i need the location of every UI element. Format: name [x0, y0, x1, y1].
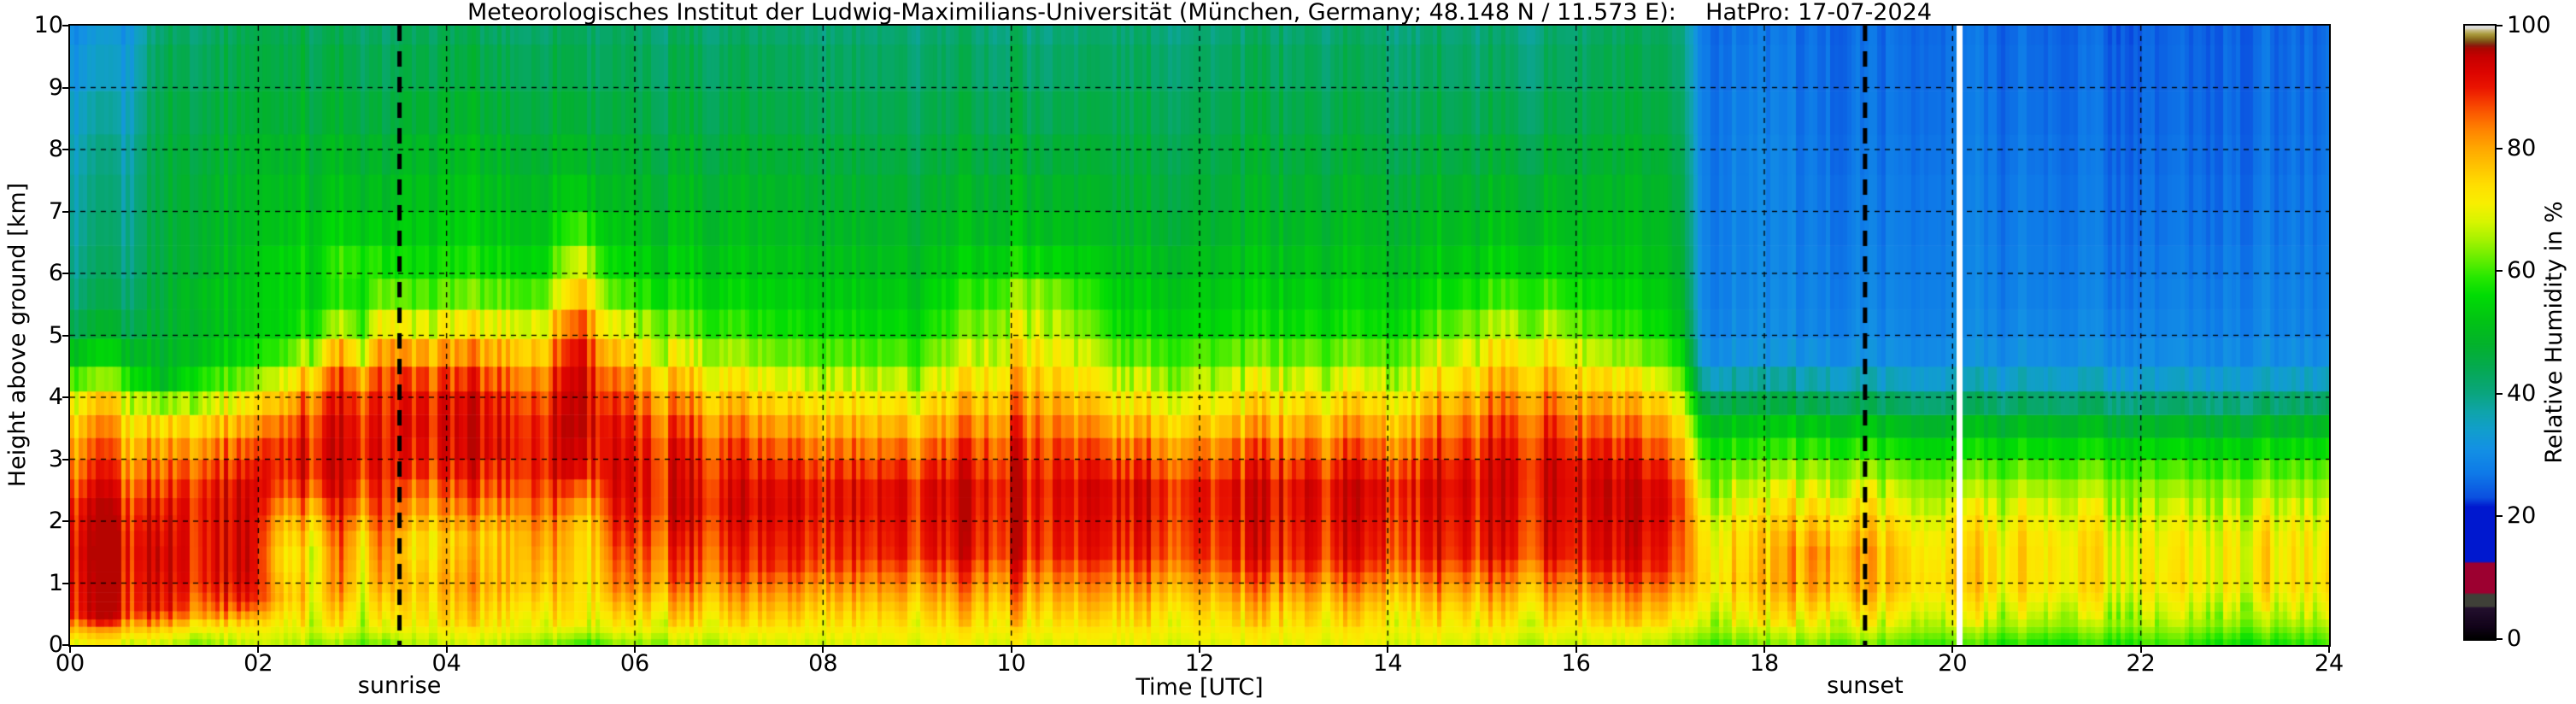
x-tick-label-24: 24 — [2314, 650, 2344, 677]
x-tick-label-12: 12 — [1184, 650, 1215, 677]
x-tick-label-10: 10 — [996, 650, 1026, 677]
x-tick-mark-04 — [445, 647, 448, 653]
y-tick-mark-3 — [62, 458, 68, 461]
x-tick-mark-20 — [1951, 647, 1954, 653]
x-tick-mark-08 — [822, 647, 824, 653]
x-tick-label-14: 14 — [1373, 650, 1403, 677]
y-tick-mark-6 — [62, 273, 68, 274]
y-tick-mark-2 — [62, 520, 68, 522]
x-tick-label-18: 18 — [1749, 650, 1780, 677]
colorbar-tick-label-80: 80 — [2507, 134, 2537, 161]
y-tick-label-10: 10 — [33, 12, 63, 38]
colorbar-tick-mark-20 — [2497, 515, 2503, 518]
x-tick-label-06: 06 — [619, 650, 650, 677]
x-tick-label-16: 16 — [1561, 650, 1591, 677]
colorbar — [2463, 24, 2497, 641]
colorbar-tick-label-40: 40 — [2507, 379, 2537, 407]
x-tick-mark-22 — [2139, 647, 2142, 653]
y-tick-mark-8 — [62, 149, 68, 150]
y-tick-label-0: 0 — [48, 631, 63, 658]
colorbar-tick-mark-0 — [2497, 638, 2503, 640]
y-tick-mark-1 — [62, 582, 68, 584]
y-tick-mark-9 — [62, 86, 68, 89]
y-tick-mark-10 — [62, 25, 68, 26]
x-tick-mark-02 — [257, 647, 260, 653]
chart-title: Meteorologisches Institut der Ludwig-Max… — [466, 0, 1933, 26]
y-tick-mark-5 — [62, 334, 68, 337]
x-tick-label-20: 20 — [1938, 650, 1968, 677]
x-tick-mark-12 — [1199, 647, 1200, 653]
y-tick-label-4: 4 — [48, 384, 63, 410]
x-tick-mark-24 — [2328, 647, 2330, 653]
colorbar-tick-mark-60 — [2497, 270, 2503, 273]
x-tick-mark-06 — [634, 647, 636, 653]
colorbar-tick-label-0: 0 — [2507, 625, 2522, 652]
x-tick-mark-10 — [1010, 647, 1012, 653]
humidity-heatmap-canvas — [70, 26, 2329, 645]
y-tick-label-7: 7 — [48, 197, 63, 225]
plot-area — [68, 24, 2331, 647]
y-tick-mark-4 — [62, 396, 68, 398]
x-tick-label-00: 00 — [55, 650, 85, 677]
y-tick-label-2: 2 — [48, 507, 63, 534]
y-tick-label-8: 8 — [48, 136, 63, 162]
y-tick-label-3: 3 — [48, 445, 63, 472]
sunset-annotation: sunset — [1827, 672, 1904, 699]
y-tick-label-9: 9 — [48, 73, 63, 101]
x-tick-mark-18 — [1763, 647, 1765, 653]
y-tick-mark-0 — [62, 644, 68, 646]
x-tick-mark-16 — [1575, 647, 1577, 653]
colorbar-tick-label-100: 100 — [2507, 12, 2551, 38]
y-tick-label-6: 6 — [48, 260, 63, 286]
x-tick-label-08: 08 — [808, 650, 838, 677]
colorbar-tick-mark-80 — [2497, 147, 2503, 150]
x-tick-label-04: 04 — [431, 650, 461, 677]
x-axis-label: Time [UTC] — [1135, 674, 1264, 701]
colorbar-tick-mark-100 — [2497, 25, 2503, 26]
x-tick-label-02: 02 — [244, 650, 273, 677]
y-tick-mark-7 — [62, 210, 68, 213]
y-tick-label-5: 5 — [48, 321, 63, 349]
x-tick-mark-00 — [69, 647, 71, 653]
colorbar-tick-label-20: 20 — [2507, 502, 2537, 530]
y-tick-label-1: 1 — [48, 569, 63, 596]
x-tick-mark-14 — [1387, 647, 1389, 653]
colorbar-tick-label-60: 60 — [2507, 257, 2537, 285]
sunrise-annotation: sunrise — [357, 672, 442, 699]
x-tick-label-22: 22 — [2126, 650, 2156, 677]
colorbar-gradient-canvas — [2465, 26, 2495, 639]
colorbar-tick-mark-40 — [2497, 392, 2503, 395]
